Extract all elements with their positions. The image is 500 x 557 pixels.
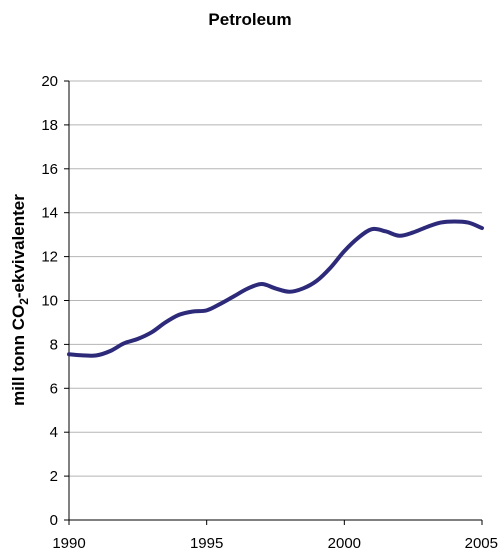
x-tick-label-2005: 2005	[465, 535, 498, 552]
series-line-petroleum	[67, 219, 484, 358]
y-tick-label-0: 0	[50, 512, 58, 529]
y-tick-label-8: 8	[50, 336, 58, 353]
y-axis-label-prefix: mill tonn CO	[9, 305, 28, 406]
y-axis-label-subscript: 2	[17, 298, 31, 305]
y-tick-label-2: 2	[50, 468, 58, 485]
grid-lines	[69, 80, 482, 477]
x-tick-label-1995: 1995	[190, 535, 223, 552]
y-tick-label-18: 18	[41, 117, 58, 134]
y-axis-label-suffix: -ekvivalenter	[9, 194, 28, 298]
y-tick-label-14: 14	[41, 205, 58, 222]
y-tick-label-12: 12	[41, 249, 58, 266]
y-tick-label-20: 20	[41, 73, 58, 90]
y-tick-label-10: 10	[41, 293, 58, 310]
y-axis-label: mill tonn CO2-ekvivalenter	[9, 194, 31, 406]
x-tick-label-2000: 2000	[328, 535, 361, 552]
x-axis-ticks: 1990 1995 2000 2005	[52, 520, 498, 552]
x-tick-label-1990: 1990	[52, 535, 85, 552]
y-tick-label-16: 16	[41, 161, 58, 178]
y-tick-label-4: 4	[50, 424, 58, 441]
y-tick-label-6: 6	[50, 380, 58, 397]
chart-title: Petroleum	[208, 10, 291, 29]
y-axis-ticks: 0 2 4 6 8 10 12 14 16 18 20	[41, 73, 69, 529]
